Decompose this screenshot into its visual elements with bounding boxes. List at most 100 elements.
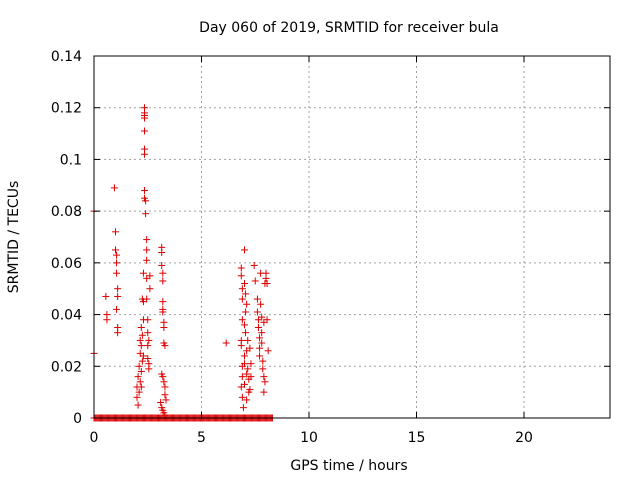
data-point: [241, 380, 248, 388]
data-point: [158, 261, 166, 269]
data-point: [242, 308, 250, 316]
data-point: [143, 256, 151, 264]
data-point: [137, 383, 145, 391]
data-point: [134, 401, 142, 409]
data-point: [141, 186, 149, 194]
data-point: [239, 404, 247, 412]
data-point: [250, 261, 258, 269]
data-point: [161, 391, 169, 399]
data-point: [161, 342, 169, 350]
data-point: [145, 365, 153, 373]
data-point: [141, 114, 149, 122]
data-point: [110, 184, 118, 192]
data-point: [133, 393, 141, 401]
x-axis-label: GPS time / hours: [290, 458, 407, 474]
data-point: [241, 280, 248, 288]
data-point: [238, 373, 246, 381]
data-point: [112, 228, 119, 236]
data-point: [159, 308, 167, 316]
data-point: [243, 396, 251, 404]
data-point: [253, 295, 261, 303]
data-point: [246, 386, 254, 394]
data-point: [113, 251, 121, 259]
data-point: [241, 321, 248, 329]
axis-ticks: 0 5 10 15 20 0 0.02 0.04 0.06 0.08 0.1 0.12 0.14: [51, 49, 610, 446]
data-point: [144, 355, 152, 363]
data-point: [142, 197, 150, 205]
data-point: [139, 352, 147, 360]
data-point: [143, 246, 151, 254]
data-point: [144, 329, 152, 337]
x-tick-label: 10: [300, 430, 318, 446]
y-tick-label: 0.02: [51, 359, 82, 375]
grid-lines: [94, 56, 610, 418]
data-point: [244, 365, 252, 373]
y-axis-label: SRMTID / TECUs: [6, 181, 22, 294]
data-point: [237, 272, 245, 280]
data-point: [247, 373, 255, 381]
data-point: [146, 272, 154, 280]
data-point: [238, 285, 246, 293]
data-point: [162, 396, 170, 404]
data-point: [144, 342, 152, 350]
data-point: [145, 336, 153, 344]
data-point: [114, 329, 122, 337]
y-tick-label: 0.04: [51, 308, 82, 324]
data-point: [257, 300, 265, 308]
data-point: [113, 269, 121, 277]
data-points: [90, 104, 276, 422]
data-point: [262, 274, 270, 282]
data-point: [246, 344, 254, 352]
chart-title: Day 060 of 2019, SRMTID for receiver bul…: [199, 20, 499, 36]
data-point: [134, 373, 142, 381]
data-point: [159, 269, 167, 277]
y-tick-label: 0.1: [60, 152, 82, 168]
data-point: [136, 378, 144, 386]
data-point: [157, 398, 165, 406]
data-point: [238, 316, 246, 324]
data-point: [258, 313, 266, 321]
data-point: [114, 292, 122, 300]
data-point: [137, 324, 145, 331]
data-point: [112, 246, 119, 254]
data-point: [144, 316, 152, 324]
data-point: [261, 378, 269, 386]
data-point: [237, 342, 245, 350]
data-point: [241, 246, 248, 254]
y-tick-label: 0.06: [51, 256, 82, 272]
data-point: [237, 264, 245, 272]
data-point: [238, 393, 246, 401]
data-point: [258, 339, 266, 347]
data-point: [256, 344, 264, 352]
data-point: [258, 329, 266, 337]
data-point: [141, 127, 149, 135]
data-point: [263, 316, 271, 324]
data-point: [256, 334, 264, 342]
data-point: [260, 388, 268, 396]
data-point: [113, 259, 121, 267]
data-point: [137, 367, 145, 375]
data-point: [141, 150, 149, 158]
data-point: [139, 269, 147, 277]
data-point: [136, 336, 144, 344]
data-point: [135, 388, 143, 396]
data-point: [253, 308, 261, 316]
x-tick-label: 15: [408, 430, 426, 446]
x-tick-label: 20: [515, 430, 533, 446]
data-point: [256, 352, 264, 360]
data-point: [243, 370, 251, 378]
data-point: [102, 292, 110, 300]
data-point: [247, 360, 255, 368]
data-point: [158, 249, 166, 257]
data-point: [259, 357, 267, 365]
data-point: [160, 324, 168, 331]
data-point: [254, 324, 262, 331]
data-point: [160, 378, 168, 386]
data-point: [142, 210, 150, 218]
data-point: [143, 295, 151, 303]
y-tick-label: 0.14: [51, 49, 82, 65]
data-point: [113, 305, 121, 313]
data-point: [138, 357, 146, 365]
data-point: [242, 329, 250, 337]
